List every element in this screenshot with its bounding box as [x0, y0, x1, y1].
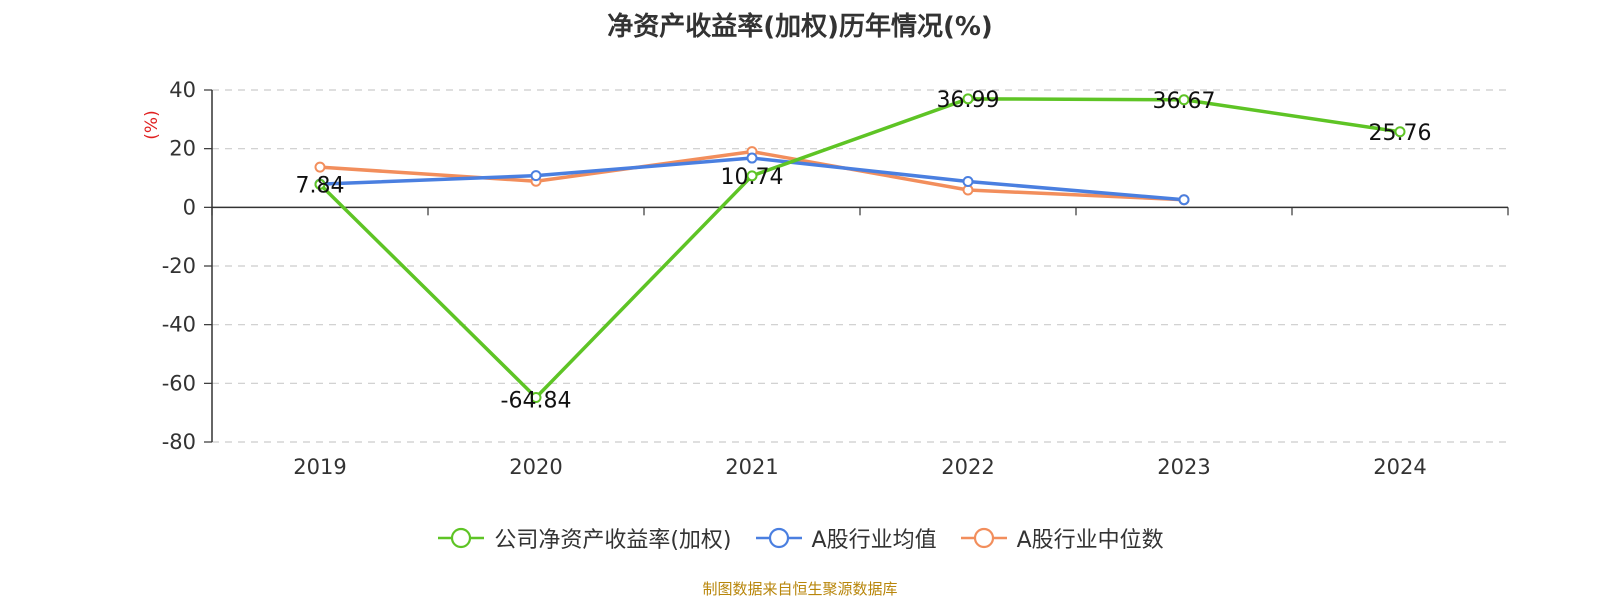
legend-line-circle-icon [755, 527, 802, 549]
data-point [314, 178, 326, 190]
legend-line-circle-icon [960, 527, 1007, 549]
y-tick-label: 20 [169, 137, 196, 161]
data-point [962, 93, 974, 105]
data-point [530, 392, 542, 404]
data-point [746, 170, 758, 182]
legend-swatch-circle [768, 527, 789, 549]
y-tick-label: 0 [183, 195, 196, 219]
x-tick-label: 2023 [1157, 455, 1210, 479]
y-tick-label: -20 [162, 254, 196, 278]
legend-label: A股行业均值 [811, 528, 937, 553]
source-note: 制图数据来自恒生聚源数据库 [702, 580, 898, 598]
legend-swatch-circle [451, 527, 472, 549]
x-tick-label: 2019 [293, 455, 346, 479]
data-point [746, 152, 758, 164]
data-point [530, 170, 542, 182]
series-layer [314, 93, 1406, 404]
y-tick-label: -40 [162, 313, 196, 337]
legend-item[interactable]: A股行业中位数 [959, 522, 1164, 554]
data-label: -64.84 [501, 389, 572, 414]
data-label: 36.67 [1153, 89, 1216, 114]
data-label: 10.74 [721, 165, 784, 190]
series-line [318, 97, 1401, 400]
legend-label: 公司净资产收益率(加权) [494, 528, 732, 553]
legend-label: A股行业中位数 [1016, 528, 1164, 553]
data-point [1178, 194, 1190, 206]
chart-title: 净资产收益率(加权)历年情况(%) [607, 12, 993, 42]
data-point [1394, 126, 1406, 138]
data-point [1178, 94, 1190, 106]
x-tick-label: 2020 [509, 455, 562, 479]
legend-item[interactable]: 公司净资产收益率(加权) [436, 522, 732, 554]
y-tick-label: -60 [162, 371, 196, 395]
x-tick-label: 2024 [1373, 455, 1426, 479]
data-label: 36.99 [937, 88, 1000, 113]
x-tick-label: 2021 [725, 455, 778, 479]
legend: 公司净资产收益率(加权) A股行业均值 A股行业中位数 [0, 520, 1600, 556]
data-label: 7.84 [296, 173, 345, 198]
y-axis-label: (%) [142, 110, 162, 139]
data-label: 25.76 [1369, 121, 1432, 146]
x-tick-label: 2022 [941, 455, 994, 479]
legend-swatch-circle [973, 527, 994, 549]
legend-line-circle-icon [438, 527, 485, 549]
grid-layer [212, 89, 1508, 443]
y-tick-label: -80 [162, 430, 196, 454]
data-label-layer: 7.84 -64.84 10.74 36.99 36.67 25.76 [296, 88, 1432, 414]
data-point [314, 161, 326, 173]
data-point [962, 176, 974, 188]
y-tick-label: 40 [169, 78, 196, 102]
legend-item[interactable]: A股行业均值 [754, 522, 937, 554]
axis-layer: 40 20 0 -20 -40 -60 -80 2019 2020 2021 2022 2023 202… [142, 78, 1509, 479]
